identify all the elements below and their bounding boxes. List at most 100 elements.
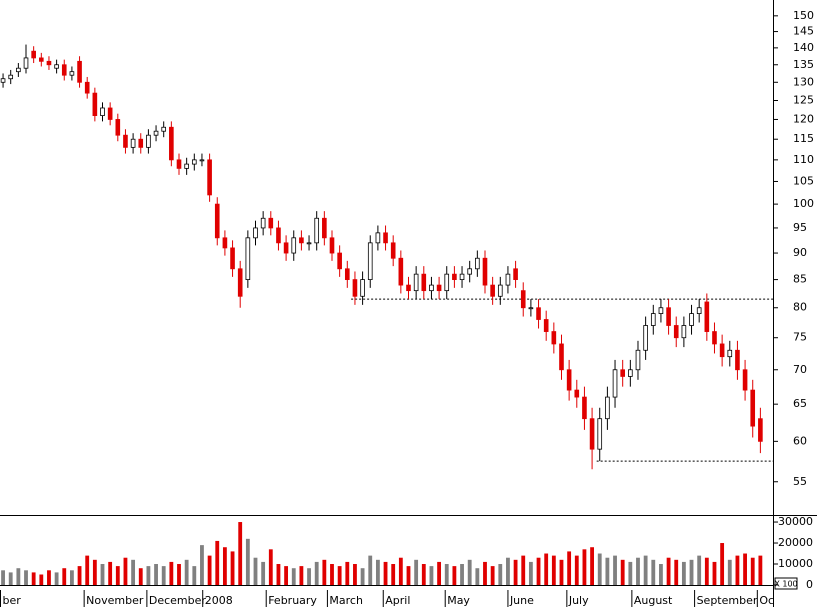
volume-bar bbox=[131, 559, 136, 585]
candle-body bbox=[322, 217, 327, 239]
y-tick-label: 140 bbox=[793, 41, 814, 54]
volume-bar bbox=[230, 551, 235, 585]
candle-body bbox=[597, 418, 603, 450]
volume-bar bbox=[536, 557, 541, 585]
volume-bar bbox=[360, 568, 365, 585]
volume-bar bbox=[337, 566, 342, 585]
candle-body bbox=[169, 126, 174, 161]
x-tick-label: June bbox=[509, 594, 534, 607]
candle-body bbox=[237, 268, 243, 297]
volume-bar bbox=[567, 551, 572, 585]
volume-bar bbox=[720, 543, 725, 585]
candle-body bbox=[475, 257, 480, 270]
volume-bar bbox=[406, 566, 411, 585]
candle-body bbox=[69, 71, 75, 76]
y-tick-label: 105 bbox=[793, 174, 814, 187]
candle-body bbox=[658, 307, 664, 314]
volume-tick-label: 10000 bbox=[778, 557, 813, 570]
candle-body bbox=[61, 64, 67, 76]
volume-bar bbox=[528, 561, 533, 585]
candle-body bbox=[735, 349, 740, 371]
candle-body bbox=[306, 242, 312, 245]
volume-bar bbox=[636, 557, 640, 585]
volume-bar bbox=[161, 566, 166, 585]
volume-bar bbox=[307, 568, 311, 585]
candle-body bbox=[283, 242, 289, 254]
candle-body bbox=[107, 107, 113, 120]
x-tick-label: April bbox=[385, 594, 410, 607]
candle-body bbox=[268, 217, 274, 229]
y-tick-label: 75 bbox=[793, 331, 807, 344]
candle-body bbox=[406, 284, 411, 292]
candle-body bbox=[130, 138, 136, 148]
candle-body bbox=[383, 232, 388, 244]
candle-body bbox=[719, 343, 725, 358]
candle-body bbox=[360, 279, 365, 297]
volume-bar bbox=[8, 572, 13, 585]
volume-bar bbox=[674, 559, 679, 585]
volume-bar bbox=[490, 566, 495, 585]
candle-body bbox=[16, 67, 21, 73]
volume-bar bbox=[276, 564, 281, 585]
volume-bar bbox=[597, 553, 602, 585]
y-tick-label: 135 bbox=[793, 58, 814, 71]
volume-bar bbox=[16, 568, 21, 585]
y-tick-label: 100 bbox=[793, 197, 814, 210]
volume-bar bbox=[345, 561, 350, 585]
candle-body bbox=[413, 273, 419, 292]
y-tick-label: 95 bbox=[793, 221, 807, 234]
x-tick-label: March bbox=[329, 594, 363, 607]
volume-bar bbox=[291, 568, 296, 585]
volume-bar bbox=[375, 559, 380, 585]
volume-bar bbox=[704, 557, 709, 585]
y-tick-label: 70 bbox=[793, 363, 807, 376]
volume-bar bbox=[39, 574, 44, 585]
candle-body bbox=[666, 307, 671, 326]
candle-body bbox=[260, 217, 266, 229]
y-tick-label: 60 bbox=[793, 434, 807, 447]
candle-body bbox=[390, 242, 396, 259]
y-tick-label: 90 bbox=[793, 246, 807, 259]
volume-bar bbox=[299, 566, 304, 585]
candle-body bbox=[329, 237, 335, 254]
volume-bar bbox=[138, 568, 143, 585]
volume-bar bbox=[758, 555, 763, 585]
candle-body bbox=[612, 369, 618, 398]
volume-bar bbox=[498, 564, 503, 585]
candle-body bbox=[230, 247, 235, 270]
y-tick-label: 80 bbox=[793, 301, 807, 314]
candle-body bbox=[505, 273, 511, 286]
volume-unit: X 100 bbox=[774, 580, 797, 589]
candle-body bbox=[528, 307, 534, 310]
candle-body bbox=[54, 64, 59, 69]
candle-body bbox=[490, 284, 495, 297]
volume-bar bbox=[666, 557, 671, 585]
candle-body bbox=[214, 203, 220, 239]
candle-body bbox=[635, 349, 641, 371]
volume-tick-label: 30000 bbox=[778, 515, 813, 528]
x-tick-label: July bbox=[568, 594, 589, 607]
volume-bar bbox=[69, 570, 74, 585]
volume-bar bbox=[92, 559, 97, 585]
candle-body bbox=[337, 252, 342, 270]
candle-body bbox=[138, 138, 144, 148]
volume-bar bbox=[261, 561, 266, 585]
y-tick-label: 130 bbox=[793, 75, 814, 88]
volume-bar bbox=[115, 566, 120, 585]
candle-body bbox=[704, 301, 710, 332]
volume-bar bbox=[605, 557, 610, 585]
volume-bar bbox=[330, 564, 334, 585]
candle-body bbox=[536, 307, 541, 320]
volume-bar bbox=[146, 566, 151, 585]
candle-body bbox=[643, 325, 648, 351]
candle-body bbox=[222, 237, 228, 249]
candle-body bbox=[421, 273, 427, 292]
volume-tick-label: 0 bbox=[806, 578, 813, 591]
candle-body bbox=[620, 369, 625, 377]
candle-body bbox=[276, 227, 281, 244]
candle-body bbox=[497, 284, 503, 297]
volume-bar bbox=[1, 570, 5, 585]
candle-body bbox=[31, 50, 36, 59]
candle-body bbox=[344, 268, 350, 280]
candle-body bbox=[375, 232, 381, 244]
